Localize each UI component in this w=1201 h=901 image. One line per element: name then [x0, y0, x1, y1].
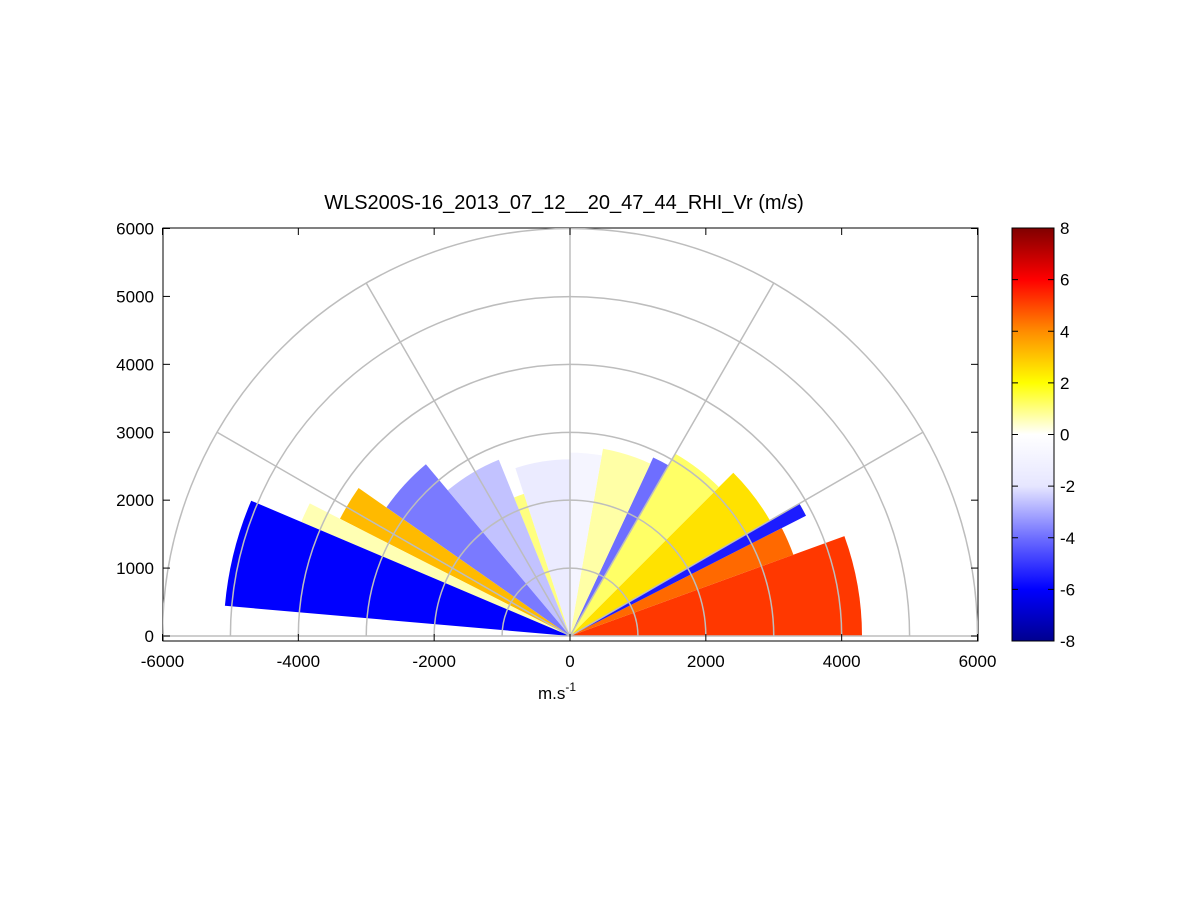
- y-tick-label: 2000: [116, 491, 154, 510]
- velocity-sector-13: [301, 503, 570, 636]
- velocity-sector-7: [570, 452, 602, 636]
- y-tick-label: 6000: [116, 220, 154, 239]
- y-axis: 0 1000 2000 3000 4000 5000 6000: [116, 220, 978, 646]
- velocity-sector-10: [447, 459, 570, 636]
- velocity-sector-3: [570, 472, 770, 636]
- colorbar-ticks: -8 -6 -4 -2 0 2 4 6 8: [1012, 219, 1075, 651]
- velocity-sector-5: [570, 457, 669, 636]
- y-tick-label: 3000: [116, 423, 154, 442]
- radial-grid-line: [365, 282, 571, 637]
- colorbar: [1011, 227, 1055, 642]
- x-tick-label: -4000: [277, 652, 320, 671]
- x-tick-label: 0: [565, 652, 574, 671]
- radial-grid-line: [569, 431, 924, 637]
- colorbar-tick-label: 8: [1060, 219, 1069, 238]
- colorbar-tick-label: 2: [1060, 374, 1069, 393]
- colorbar-tick-label: -8: [1060, 632, 1075, 651]
- x-axis: -6000 -4000 -2000 0 2000 4000 6000: [141, 228, 997, 671]
- velocity-data-layer: [224, 448, 862, 636]
- x-tick-label: 4000: [823, 652, 861, 671]
- radial-grid-line: [216, 431, 571, 637]
- colorbar-tick-label: 6: [1060, 271, 1069, 290]
- x-axis-label: m.s-1: [538, 680, 576, 703]
- velocity-sector-0: [570, 536, 862, 636]
- x-tick-label: -6000: [141, 652, 184, 671]
- velocity-sector-1: [570, 528, 794, 636]
- y-tick-label: 5000: [116, 287, 154, 306]
- colorbar-tick-label: -4: [1060, 529, 1075, 548]
- colorbar-tick-label: 0: [1060, 426, 1069, 445]
- y-tick-label: 0: [145, 627, 154, 646]
- velocity-sector-8: [515, 459, 570, 636]
- velocity-sector-6: [570, 448, 651, 636]
- y-tick-label: 1000: [116, 559, 154, 578]
- velocity-sector-9: [514, 493, 570, 636]
- x-tick-label: 2000: [687, 652, 725, 671]
- x-tick-label: 6000: [959, 652, 997, 671]
- velocity-sector-14: [224, 500, 570, 636]
- radial-grid-line: [569, 282, 775, 637]
- colorbar-tick-label: 4: [1060, 322, 1069, 341]
- chart-title: WLS200S-16_2013_07_12__20_47_44_RHI_Vr (…: [324, 192, 804, 214]
- y-tick-label: 4000: [116, 355, 154, 374]
- velocity-sector-4: [570, 453, 719, 636]
- colorbar-tick-label: -2: [1060, 477, 1075, 496]
- colorbar-tick-label: -6: [1060, 580, 1075, 599]
- x-tick-label: -2000: [412, 652, 455, 671]
- velocity-sector-11: [386, 464, 570, 636]
